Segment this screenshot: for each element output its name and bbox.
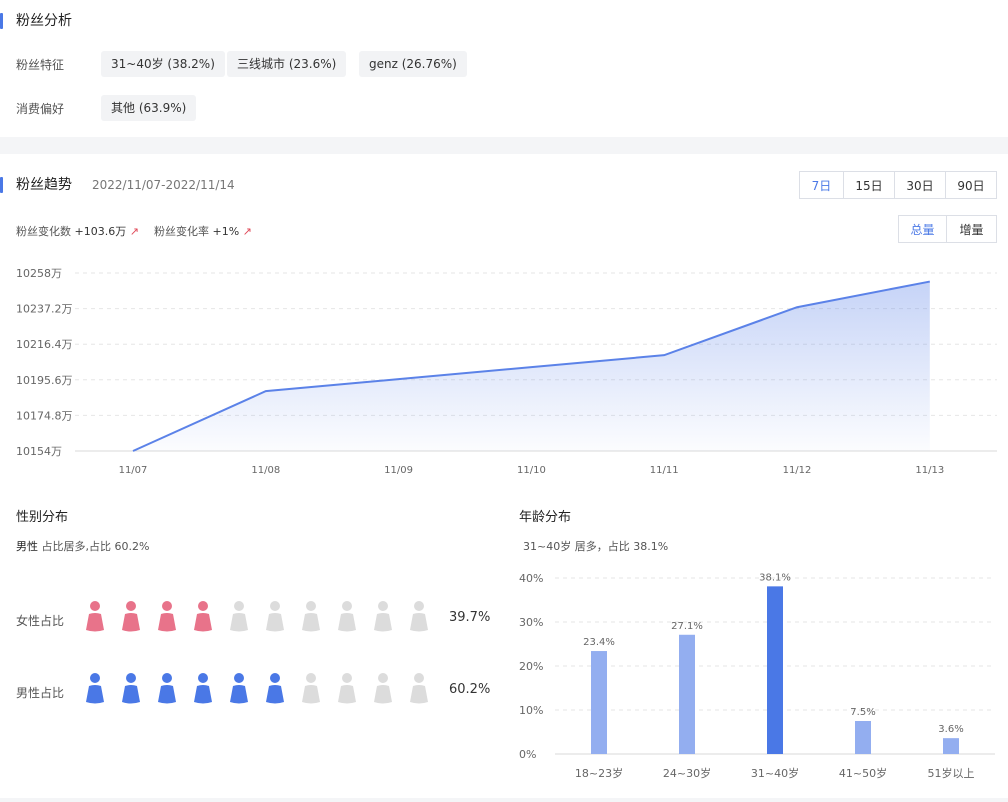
change-rate-stat: 粉丝变化率 +1% ↗ bbox=[154, 223, 252, 239]
x-tick-label: 41~50岁 bbox=[839, 766, 887, 780]
gender-summary-text: 占比居多,占比 60.2% bbox=[41, 540, 150, 553]
x-tick-label: 51岁以上 bbox=[928, 766, 975, 780]
y-tick-label: 10258万 bbox=[16, 267, 62, 280]
date-range: 2022/11/07-2022/11/14 bbox=[92, 178, 235, 192]
fans-trend-chart: 10258万 10237.2万 10216.4万 10195.6万 10174.8万 10… bbox=[16, 267, 997, 476]
person-icon bbox=[229, 672, 249, 706]
age-bar bbox=[767, 586, 783, 754]
person-icon bbox=[85, 600, 105, 634]
person-icon bbox=[265, 600, 285, 634]
range-button-30d[interactable]: 30日 bbox=[895, 171, 946, 199]
y-tick-label: 10216.4万 bbox=[16, 338, 73, 351]
bar-data-label: 3.6% bbox=[938, 724, 963, 735]
person-icon bbox=[409, 600, 429, 634]
y-tick-label: 20% bbox=[519, 660, 543, 673]
person-icon bbox=[193, 600, 213, 634]
bar-data-label: 27.1% bbox=[671, 621, 703, 632]
bar-data-label: 38.1% bbox=[759, 572, 791, 583]
person-icon bbox=[373, 672, 393, 706]
person-icon bbox=[337, 600, 357, 634]
y-tick-label: 10154万 bbox=[16, 445, 62, 458]
section-title-bar bbox=[0, 177, 3, 193]
x-tick-label: 31~40岁 bbox=[751, 766, 799, 780]
person-icon bbox=[229, 600, 249, 634]
range-button-7d[interactable]: 7日 bbox=[799, 171, 844, 199]
gender-summary-gender: 男性 bbox=[16, 540, 38, 553]
range-button-group: 7日 15日 30日 90日 bbox=[799, 171, 997, 199]
change-rate-label: 粉丝变化率 bbox=[154, 225, 209, 238]
y-tick-label: 10237.2万 bbox=[16, 303, 73, 316]
x-tick-label: 11/07 bbox=[119, 465, 148, 476]
y-tick-label: 10% bbox=[519, 704, 543, 717]
fans-trend-card: 粉丝趋势 2022/11/07-2022/11/14 7日 15日 30日 90… bbox=[0, 154, 1008, 798]
person-icon bbox=[409, 672, 429, 706]
bar-data-label: 7.5% bbox=[850, 707, 875, 718]
person-icon bbox=[301, 672, 321, 706]
x-tick-label: 11/12 bbox=[783, 465, 812, 476]
male-label: 男性占比 bbox=[16, 686, 65, 700]
person-icon bbox=[157, 600, 177, 634]
x-tick-label: 18~23岁 bbox=[575, 766, 623, 780]
analysis-title: 粉丝分析 bbox=[16, 13, 72, 29]
trend-line bbox=[132, 280, 930, 452]
x-tick-label: 11/13 bbox=[915, 465, 944, 476]
person-icon bbox=[121, 600, 141, 634]
change-count-stat: 粉丝变化数 +103.6万 ↗ bbox=[16, 223, 139, 239]
trend-title: 粉丝趋势 bbox=[16, 177, 72, 193]
person-icon bbox=[373, 600, 393, 634]
age-bar bbox=[855, 721, 871, 754]
age-bar bbox=[943, 738, 959, 754]
range-button-15d[interactable]: 15日 bbox=[844, 171, 895, 199]
female-label: 女性占比 bbox=[16, 614, 65, 628]
x-tick-label: 11/08 bbox=[251, 465, 280, 476]
person-icon bbox=[85, 672, 105, 706]
person-icon bbox=[193, 672, 213, 706]
trend-up-icon: ↗ bbox=[242, 225, 252, 238]
section-title-bar bbox=[0, 13, 3, 29]
features-label: 粉丝特征 bbox=[16, 58, 65, 72]
bar-data-label: 23.4% bbox=[583, 637, 615, 648]
age-bar bbox=[591, 651, 607, 754]
mode-button-group: 总量 增量 bbox=[898, 215, 997, 243]
x-tick-label: 11/10 bbox=[517, 465, 546, 476]
gender-summary: 男性 占比居多,占比 60.2% bbox=[16, 538, 149, 554]
age-title: 年龄分布 bbox=[519, 510, 572, 525]
person-icon bbox=[301, 600, 321, 634]
y-tick-label: 10195.6万 bbox=[16, 374, 73, 387]
y-tick-label: 0% bbox=[519, 748, 536, 761]
person-icon bbox=[121, 672, 141, 706]
gender-title: 性别分布 bbox=[16, 510, 69, 525]
change-count-label: 粉丝变化数 bbox=[16, 225, 71, 238]
female-pct: 39.7% bbox=[449, 610, 491, 625]
trend-up-icon: ↗ bbox=[129, 225, 139, 238]
person-icon bbox=[337, 672, 357, 706]
feature-tag: 三线城市 (23.6%) bbox=[227, 51, 347, 77]
feature-tag: genz (26.76%) bbox=[359, 51, 467, 77]
age-summary: 31~40岁 居多，占比 38.1% bbox=[523, 540, 669, 553]
y-tick-label: 40% bbox=[519, 572, 543, 585]
change-rate-value: +1% bbox=[212, 225, 240, 238]
range-button-90d[interactable]: 90日 bbox=[946, 171, 997, 199]
y-tick-label: 30% bbox=[519, 616, 543, 629]
consumption-tag: 其他 (63.9%) bbox=[101, 95, 197, 121]
age-distribution-chart: 40% 30% 20% 10% 0% 23.4% 18~23岁 27.1% 24~30岁 38.1… bbox=[519, 572, 995, 780]
age-bar bbox=[679, 634, 695, 754]
mode-button-increment[interactable]: 增量 bbox=[947, 215, 997, 243]
x-tick-label: 11/11 bbox=[650, 465, 679, 476]
y-tick-label: 10174.8万 bbox=[16, 409, 73, 422]
consumption-label: 消费偏好 bbox=[16, 102, 65, 116]
change-count-value: +103.6万 bbox=[74, 225, 127, 238]
person-icon bbox=[157, 672, 177, 706]
fans-analysis-card: 粉丝分析 粉丝特征 31~40岁 (38.2%) 三线城市 (23.6%) ge… bbox=[0, 0, 1008, 137]
mode-button-total[interactable]: 总量 bbox=[898, 215, 947, 243]
trend-area bbox=[133, 281, 930, 451]
x-tick-label: 11/09 bbox=[384, 465, 413, 476]
male-pct: 60.2% bbox=[449, 682, 491, 697]
feature-tag: 31~40岁 (38.2%) bbox=[101, 51, 225, 77]
x-tick-label: 24~30岁 bbox=[663, 766, 711, 780]
person-icon bbox=[265, 672, 285, 706]
